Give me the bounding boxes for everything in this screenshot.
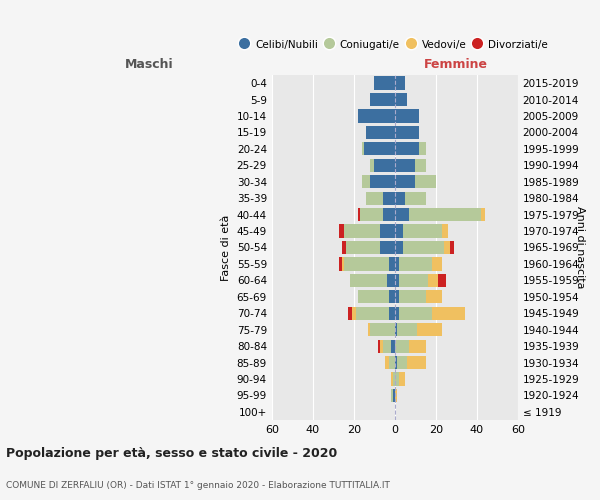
Bar — [358, 290, 389, 304]
Bar — [370, 158, 374, 172]
Bar — [346, 241, 380, 254]
Bar — [395, 142, 419, 156]
Bar — [389, 290, 395, 304]
Bar — [395, 389, 397, 402]
Bar — [395, 356, 397, 369]
Bar — [399, 290, 425, 304]
Bar — [350, 274, 386, 287]
Bar — [415, 158, 425, 172]
Bar — [362, 175, 370, 188]
Bar — [370, 323, 395, 336]
Bar — [340, 258, 341, 270]
Bar — [442, 224, 448, 237]
Bar — [432, 258, 442, 270]
Bar — [370, 93, 395, 106]
Y-axis label: Fasce di età: Fasce di età — [221, 214, 231, 280]
Bar — [438, 274, 446, 287]
Bar — [395, 192, 405, 204]
Bar — [341, 241, 346, 254]
Bar — [366, 126, 395, 139]
Bar — [403, 241, 444, 254]
Bar — [395, 76, 405, 90]
Bar — [383, 340, 391, 352]
Text: Femmine: Femmine — [424, 58, 488, 71]
Bar — [428, 274, 438, 287]
Bar — [418, 323, 442, 336]
Bar — [393, 372, 395, 386]
Bar — [395, 158, 415, 172]
Text: Popolazione per età, sesso e stato civile - 2020: Popolazione per età, sesso e stato civil… — [6, 448, 337, 460]
Bar — [374, 76, 395, 90]
Bar — [395, 208, 409, 221]
Bar — [399, 274, 428, 287]
Bar — [409, 208, 481, 221]
Bar — [366, 192, 383, 204]
Bar — [397, 356, 407, 369]
Bar — [395, 258, 399, 270]
Bar — [344, 258, 389, 270]
Bar — [360, 208, 383, 221]
Bar — [380, 241, 395, 254]
Bar — [395, 372, 399, 386]
Bar — [341, 258, 344, 270]
Bar — [399, 306, 432, 320]
Bar — [432, 306, 464, 320]
Bar — [385, 356, 389, 369]
Bar — [395, 110, 419, 122]
Bar — [391, 372, 393, 386]
Bar — [364, 142, 395, 156]
Text: Maschi: Maschi — [124, 58, 173, 71]
Y-axis label: Anni di nascita: Anni di nascita — [575, 206, 585, 288]
Bar — [395, 241, 403, 254]
Bar — [391, 340, 395, 352]
Bar — [397, 323, 418, 336]
Bar — [370, 175, 395, 188]
Bar — [450, 241, 454, 254]
Bar — [395, 323, 397, 336]
Bar — [379, 340, 380, 352]
Bar — [389, 258, 395, 270]
Bar — [419, 142, 425, 156]
Bar — [374, 158, 395, 172]
Bar — [352, 306, 356, 320]
Bar — [409, 340, 425, 352]
Bar — [380, 340, 383, 352]
Bar — [407, 356, 425, 369]
Bar — [356, 306, 389, 320]
Bar — [395, 93, 407, 106]
Bar — [395, 306, 399, 320]
Bar — [403, 224, 442, 237]
Bar — [389, 356, 395, 369]
Bar — [399, 258, 432, 270]
Bar — [393, 389, 395, 402]
Bar — [425, 290, 442, 304]
Bar — [383, 208, 395, 221]
Bar — [391, 389, 393, 402]
Text: COMUNE DI ZERFALIU (OR) - Dati ISTAT 1° gennaio 2020 - Elaborazione TUTTITALIA.I: COMUNE DI ZERFALIU (OR) - Dati ISTAT 1° … — [6, 480, 390, 490]
Bar — [389, 306, 395, 320]
Bar — [358, 208, 360, 221]
Bar — [380, 224, 395, 237]
Bar — [395, 340, 409, 352]
Bar — [395, 175, 415, 188]
Bar — [481, 208, 485, 221]
Legend: Celibi/Nubili, Coniugati/e, Vedovi/e, Divorziati/e: Celibi/Nubili, Coniugati/e, Vedovi/e, Di… — [238, 35, 552, 54]
Bar — [340, 224, 344, 237]
Bar — [399, 372, 405, 386]
Bar — [415, 175, 436, 188]
Bar — [405, 192, 425, 204]
Bar — [383, 192, 395, 204]
Bar — [386, 274, 395, 287]
Bar — [368, 323, 370, 336]
Bar — [347, 306, 352, 320]
Bar — [444, 241, 450, 254]
Bar — [395, 224, 403, 237]
Bar — [395, 290, 399, 304]
Bar — [395, 126, 419, 139]
Bar — [358, 110, 395, 122]
Bar — [362, 142, 364, 156]
Bar — [395, 274, 399, 287]
Bar — [344, 224, 380, 237]
